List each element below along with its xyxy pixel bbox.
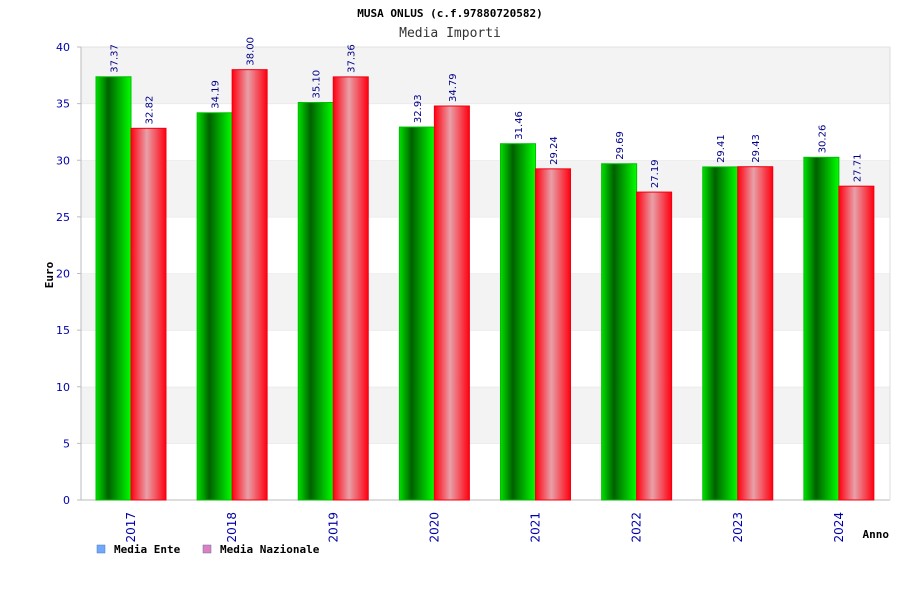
y-tick-label: 25: [56, 211, 70, 224]
bar-media-nazionale-2019: [332, 76, 369, 501]
x-tick-label: 2021: [529, 512, 543, 543]
data-label: 34.79: [448, 73, 459, 102]
data-label: 29.41: [716, 134, 727, 163]
legend-swatch: [96, 544, 106, 554]
bar-media-nazionale-2018: [231, 69, 268, 501]
data-label: 32.93: [413, 94, 424, 123]
bar-media-ente-2024: [803, 156, 840, 501]
data-label: 37.36: [347, 44, 358, 73]
data-label: 32.82: [145, 96, 156, 125]
bar-media-ente-2019: [297, 101, 334, 501]
data-label: 27.71: [852, 154, 863, 183]
bar-media-ente-2017: [95, 76, 132, 501]
bar-media-ente-2023: [702, 166, 739, 501]
y-tick-label: 5: [63, 437, 70, 450]
bar-media-ente-2021: [500, 143, 536, 501]
data-label: 29.69: [615, 131, 626, 160]
y-tick-label: 10: [56, 381, 70, 394]
grid-band: [81, 47, 890, 104]
y-axis-label: Euro: [43, 261, 56, 288]
data-label: 29.43: [751, 134, 762, 163]
bar-media-nazionale-2020: [433, 105, 470, 501]
bar-media-nazionale-2023: [737, 166, 774, 501]
y-tick-label: 0: [63, 494, 70, 507]
legend-label: Media Ente: [114, 543, 181, 556]
plot-area: 0 5 10 15 20 25 30 35 40 37.37 32.82 2017 34.19 38.00…: [56, 37, 891, 543]
x-tick-label: 2020: [427, 512, 441, 543]
y-tick-label: 30: [56, 154, 70, 167]
data-label: 38.00: [246, 37, 257, 66]
x-tick-label: 2022: [630, 512, 644, 543]
y-tick-label: 35: [56, 98, 70, 111]
data-label: 27.19: [650, 159, 661, 188]
bar-media-nazionale-2017: [130, 127, 167, 501]
bar-media-ente-2020: [398, 126, 435, 501]
y-tick-label: 20: [56, 268, 70, 281]
data-label: 29.24: [549, 136, 560, 165]
data-label: 30.26: [817, 125, 828, 154]
bar-media-ente-2022: [601, 163, 638, 501]
data-label: 37.37: [110, 44, 121, 73]
bar-media-nazionale-2024: [838, 185, 875, 501]
data-label: 35.10: [312, 70, 323, 99]
x-axis-label: Anno: [863, 528, 890, 541]
y-tick-label: 40: [56, 41, 70, 54]
bar-media-nazionale-2022: [636, 191, 673, 501]
x-tick-label: 2024: [832, 512, 846, 543]
x-tick-label: 2017: [124, 512, 138, 543]
chart-title: MUSA ONLUS (c.f.97880720582): [357, 7, 542, 20]
bar-media-ente-2018: [196, 112, 233, 501]
y-tick-label: 15: [56, 324, 70, 337]
chart-subtitle: Media Importi: [399, 26, 501, 41]
legend-label: Media Nazionale: [220, 543, 320, 556]
legend-swatch: [202, 544, 212, 554]
bar-media-nazionale-2021: [535, 168, 571, 501]
x-tick-label: 2019: [326, 512, 340, 543]
x-tick-label: 2023: [731, 512, 745, 543]
legend: Media Ente Media Nazionale: [96, 543, 320, 556]
x-tick-label: 2018: [225, 512, 239, 543]
data-label: 31.46: [514, 111, 525, 140]
data-label: 34.19: [211, 80, 222, 109]
